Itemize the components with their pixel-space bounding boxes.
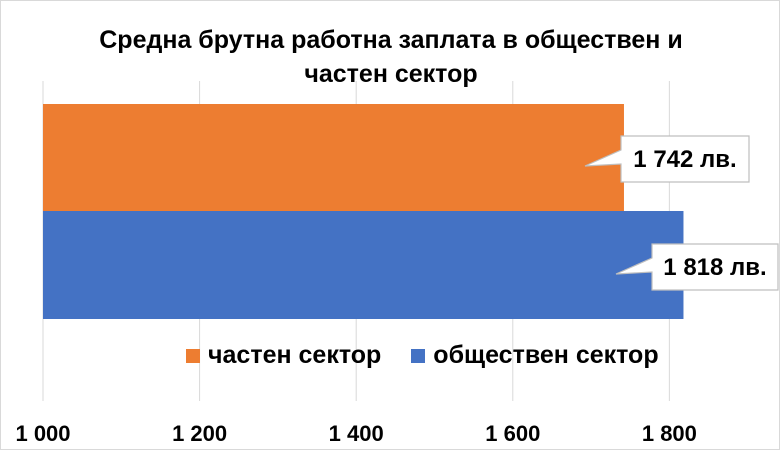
legend-label-private: частен сектор bbox=[208, 341, 382, 369]
legend-item-public: обществен сектор bbox=[411, 341, 659, 370]
data-label-callouts: 1 742 лв. 1 818 лв. bbox=[584, 135, 779, 291]
legend-swatch-private bbox=[186, 348, 200, 363]
x-tick-label-4: 1 800 bbox=[642, 421, 697, 446]
x-tick-label-1: 1 200 bbox=[172, 421, 227, 446]
x-tick-label-0: 1 000 bbox=[15, 421, 70, 446]
legend-item-private: частен сектор bbox=[186, 341, 381, 370]
legend-label-public: обществен сектор bbox=[433, 341, 659, 369]
x-tick-label-2: 1 400 bbox=[329, 421, 384, 446]
data-label-0: 1 742 лв. bbox=[633, 146, 736, 173]
callout-box-0 bbox=[584, 135, 750, 183]
bar-1 bbox=[43, 211, 684, 319]
x-tick-label-3: 1 600 bbox=[485, 421, 540, 446]
callout-box-1 bbox=[615, 243, 779, 291]
legend-swatch-public bbox=[411, 348, 426, 363]
x-axis-tick-labels: 1 000 1 200 1 400 1 600 1 800 bbox=[15, 421, 696, 446]
data-label-1: 1 818 лв. bbox=[663, 254, 766, 281]
chart-title: Средна брутна работна заплата в обществе… bbox=[99, 26, 683, 88]
bar-0 bbox=[43, 104, 624, 211]
legend: частен сектор обществен сектор bbox=[186, 341, 659, 370]
bars bbox=[43, 104, 684, 319]
